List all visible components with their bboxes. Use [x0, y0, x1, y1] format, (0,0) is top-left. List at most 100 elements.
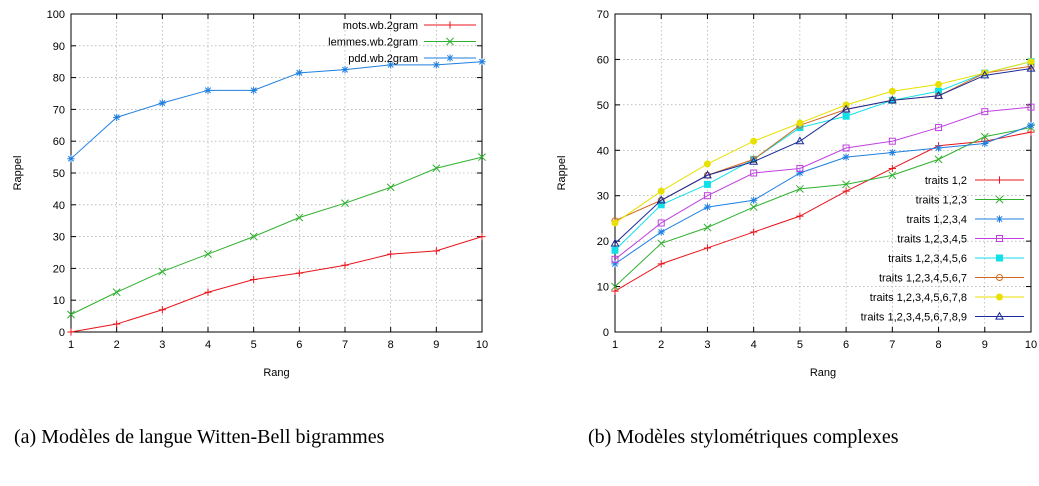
- data-point: [295, 269, 303, 277]
- chart-stylometric: 0 10 20 30 40 50 60 70 1 2 3 4 5 6 7 8 9 10 Rang Rappel trai…: [556, 9, 1037, 379]
- x-tick-label: 8: [935, 339, 941, 351]
- data-point: [796, 169, 804, 177]
- data-point: [67, 328, 75, 336]
- data-point: [1026, 63, 1036, 72]
- legend: traits 1,2 traits 1,2,3 traits 1,2,3,4 trai…: [861, 175, 1024, 324]
- legend-marker: [995, 215, 1004, 223]
- series-line: [614, 127, 1032, 287]
- y-tick-label: 40: [597, 145, 609, 157]
- series-line: [614, 68, 1032, 244]
- data-point: [295, 213, 304, 222]
- y-tick-label: 20: [597, 236, 609, 248]
- x-tick-label: 10: [476, 339, 488, 351]
- data-point: [1027, 103, 1035, 111]
- data-point: [842, 112, 850, 120]
- data-point: [112, 288, 121, 297]
- data-point: [657, 219, 665, 227]
- data-point: [611, 246, 619, 254]
- grid: [71, 14, 482, 332]
- data-point: [795, 184, 804, 193]
- y-tick-label: 20: [53, 263, 65, 275]
- data-point: [842, 153, 850, 161]
- legend-label: pdd.wb.2gram: [348, 53, 418, 65]
- data-point: [703, 244, 712, 252]
- data-point: [842, 187, 850, 195]
- y-tick-label: 60: [53, 136, 65, 148]
- x-axis-label: Rang: [263, 367, 289, 379]
- legend-label: traits 1,2,3,4,5,6: [888, 253, 967, 265]
- data-point: [432, 247, 440, 255]
- x-tick-label: 7: [889, 339, 895, 351]
- data-point: [656, 195, 666, 204]
- y-tick-label: 10: [53, 295, 65, 307]
- data-point: [934, 90, 944, 99]
- x-tick-label: 6: [296, 339, 302, 351]
- legend-label: traits 1,2: [925, 175, 967, 187]
- data-point: [749, 156, 759, 165]
- ticks: 0 10 20 30 40 50 60 70 80 90 100 1 2 3 4 5 6 7 8 9 10: [47, 9, 488, 351]
- data-point: [750, 155, 758, 163]
- data-point: [657, 228, 665, 236]
- data-point: [750, 196, 758, 204]
- y-tick-label: 60: [597, 54, 609, 66]
- legend-marker: [996, 235, 1003, 242]
- data-point: [702, 170, 712, 179]
- data-point: [611, 219, 619, 227]
- data-point: [888, 137, 896, 145]
- legend-label: traits 1,2,3,4: [906, 214, 967, 226]
- y-tick-label: 50: [597, 100, 609, 112]
- data-point: [204, 250, 212, 259]
- series-group: [610, 58, 1036, 295]
- y-tick-label: 40: [53, 200, 65, 212]
- data-point: [67, 155, 75, 163]
- data-point: [934, 144, 943, 152]
- plot-frame: [614, 13, 1032, 333]
- legend-marker: [996, 274, 1003, 281]
- ticks: 0 10 20 30 40 50 60 70 1 2 3 4 5 6 7 8 9 10: [597, 9, 1037, 351]
- x-axis-label: Rang: [810, 367, 836, 379]
- legend-label: traits 1,2,3,4,5,6,7,8,9: [861, 312, 967, 324]
- chart-witten-bell: 0 10 20 30 40 50 60 70 80 90 100 1 2 3 4 5 6 7 8 9 10 Rang Rap…: [12, 9, 488, 379]
- legend-label: traits 1,2,3,4,5,6,7,8: [870, 292, 967, 304]
- data-point: [341, 66, 349, 74]
- y-tick-label: 90: [53, 41, 65, 53]
- series-line: [614, 61, 1032, 224]
- series-line: [70, 61, 483, 160]
- y-tick-label: 0: [603, 327, 609, 339]
- data-point: [611, 287, 619, 295]
- y-axis-label: Rappel: [556, 156, 568, 191]
- series-line: [614, 106, 1032, 260]
- legend-label: traits 1,2,3: [916, 195, 967, 207]
- x-tick-label: 9: [433, 339, 439, 351]
- legend-marker: [995, 176, 1004, 184]
- x-tick-label: 2: [114, 339, 120, 351]
- x-tick-label: 6: [843, 339, 849, 351]
- y-axis-label: Rappel: [12, 156, 24, 191]
- data-point: [842, 180, 851, 189]
- legend-marker: [446, 21, 454, 29]
- caption-a: (a) Modèles de langue Witten-Bell bigram…: [14, 426, 385, 448]
- data-point: [750, 137, 758, 145]
- data-point: [842, 144, 850, 152]
- data-point: [1027, 128, 1035, 136]
- data-point: [796, 164, 804, 172]
- data-point: [387, 250, 395, 258]
- y-tick-label: 50: [53, 168, 65, 180]
- series-line: [614, 61, 1032, 251]
- data-point: [935, 124, 943, 132]
- legend-marker: [995, 195, 1004, 204]
- data-point: [432, 61, 440, 69]
- data-point: [657, 260, 665, 268]
- data-point: [158, 306, 166, 314]
- legend: mots.wb.2gram lemmes.wb.2gram pdd.wb.2gram: [328, 20, 476, 65]
- data-point: [703, 160, 711, 168]
- x-tick-label: 9: [982, 339, 988, 351]
- data-point: [887, 95, 897, 104]
- data-point: [158, 267, 167, 276]
- x-tick-label: 8: [388, 339, 394, 351]
- x-tick-label: 7: [342, 339, 348, 351]
- legend-label: traits 1,2,3,4,5,6,7: [879, 273, 967, 285]
- data-point: [888, 164, 896, 173]
- series-line: [70, 236, 483, 333]
